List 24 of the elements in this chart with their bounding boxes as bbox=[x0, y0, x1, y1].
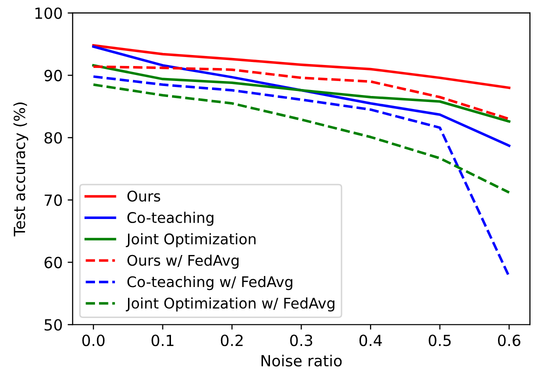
y-tick-label: 50 bbox=[44, 319, 62, 331]
y-axis-title: Test accuracy (%) bbox=[13, 102, 28, 236]
legend-label: Ours bbox=[127, 190, 160, 202]
x-tick-label: 0.5 bbox=[428, 334, 451, 346]
x-tick-label: 0.3 bbox=[290, 334, 312, 346]
x-tick-label: 0.1 bbox=[152, 334, 174, 346]
legend-label: Ours w/ FedAvg bbox=[127, 254, 239, 269]
line-series bbox=[92, 75, 510, 278]
x-tick-label: 0.6 bbox=[498, 334, 520, 346]
legend-label: Joint Optimization w/ FedAvg bbox=[126, 297, 334, 312]
legend-label: Joint Optimization bbox=[126, 233, 256, 248]
legend-label: Co-teaching bbox=[127, 212, 214, 226]
x-tick-label: 0.2 bbox=[220, 334, 243, 346]
y-tick-label: 70 bbox=[44, 194, 62, 206]
x-tick-label: 0.0 bbox=[82, 334, 105, 346]
y-tick-label: 90 bbox=[44, 70, 62, 82]
line-series bbox=[92, 45, 510, 147]
y-tick-label: 80 bbox=[44, 132, 62, 144]
x-tick-label: 0.4 bbox=[359, 334, 382, 346]
line-series bbox=[92, 44, 510, 90]
y-tick-label: 100 bbox=[35, 7, 62, 20]
y-tick-label: 60 bbox=[44, 256, 62, 268]
legend-label: Co-teaching w/ FedAvg bbox=[127, 276, 292, 290]
x-axis-title: Noise ratio bbox=[262, 354, 342, 367]
